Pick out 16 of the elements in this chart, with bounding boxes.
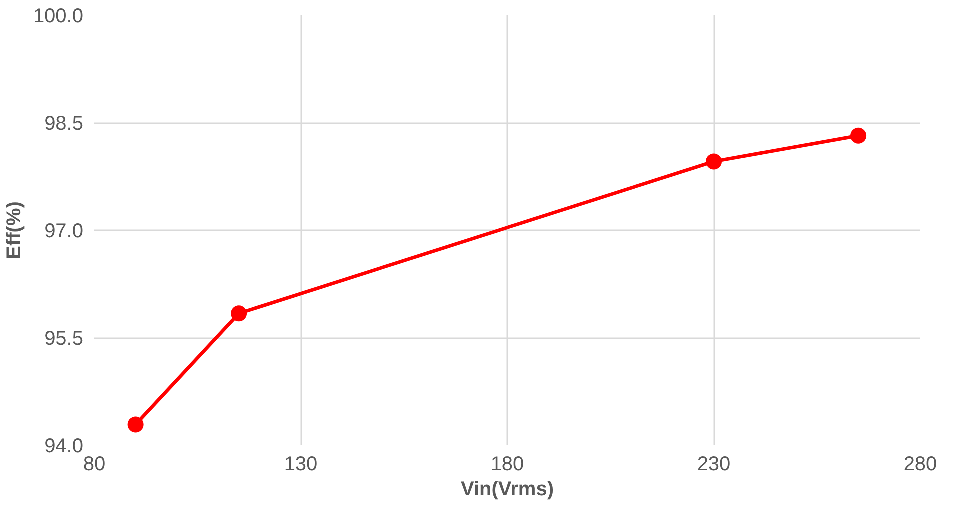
y-tick-label: 100.0 — [33, 6, 84, 28]
point — [706, 154, 722, 170]
x-tick-label: 130 — [284, 454, 318, 476]
point — [128, 416, 144, 433]
y-tick-label: 94.0 — [44, 436, 84, 458]
x-tick-label: 280 — [904, 454, 938, 476]
x-axis-title: Vin(Vrms) — [461, 478, 554, 500]
x-tick-label: 180 — [490, 454, 524, 476]
y-tick-label: 97.0 — [44, 220, 84, 242]
x-tick-label: 80 — [83, 454, 106, 476]
y-tick-label: 98.5 — [44, 113, 84, 135]
y-axis-title: Eff(%) — [3, 202, 26, 260]
y-tick-label: 95.5 — [44, 328, 84, 350]
point — [850, 128, 867, 144]
point — [231, 306, 248, 322]
x-tick-label: 230 — [697, 454, 731, 476]
